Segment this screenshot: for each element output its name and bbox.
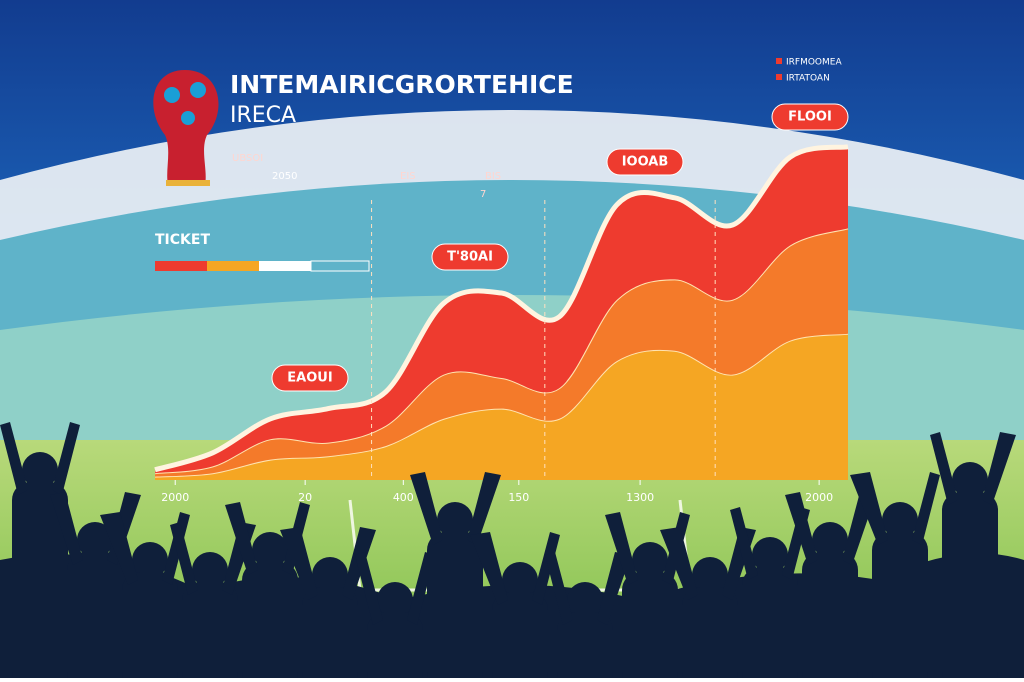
fan-head (502, 562, 538, 598)
fan-body (367, 612, 423, 682)
legend-label: IRFMOOMEA (786, 58, 842, 68)
x-tick-label: 2000 (805, 491, 833, 504)
fan-body (182, 582, 238, 682)
fan-body (802, 552, 858, 682)
fan-head (22, 452, 58, 488)
area (155, 228, 848, 477)
fan-head (437, 502, 473, 538)
fan-body (557, 612, 613, 682)
fan-arms (785, 492, 876, 565)
fan-arms (410, 472, 501, 545)
fan-body (12, 482, 68, 682)
annotation-pill (271, 364, 349, 392)
legend-label: IRTATOAN (786, 74, 830, 84)
fan-body (242, 562, 298, 682)
fan-head (77, 522, 113, 558)
area (155, 146, 848, 474)
fan-arms (545, 552, 631, 625)
fan-head (752, 537, 788, 573)
fan-body (872, 532, 928, 682)
fan-head (952, 462, 988, 498)
ticket-label: TICKET (155, 232, 210, 248)
fan-head (192, 552, 228, 588)
fan-arms (100, 512, 190, 585)
fan-body (427, 532, 483, 682)
logo (153, 70, 219, 186)
fan-arms (470, 532, 560, 605)
annotation-pill (771, 103, 849, 131)
fan-head (252, 532, 288, 568)
area (155, 333, 848, 480)
annotation-pill (431, 243, 509, 271)
fan-body (492, 592, 548, 682)
fan-body (682, 587, 738, 682)
fan-body (302, 587, 358, 682)
fan-head (377, 582, 413, 618)
annotation: T'80AI (447, 250, 493, 265)
stat-text: UBSOI (232, 153, 263, 164)
subtitle: IRECA (230, 103, 296, 128)
annotation: IOOAB (622, 155, 669, 170)
fan-body (742, 567, 798, 682)
fan-head (692, 557, 728, 593)
annotation-pill (606, 148, 684, 176)
fan-arms (930, 432, 1016, 505)
annotation: EAOUI (287, 371, 332, 386)
fan-arms (355, 552, 435, 625)
fan-arms (225, 502, 310, 575)
fan-body (942, 492, 998, 682)
stat-text: 7 (480, 189, 486, 200)
annotation: FLOOI (788, 110, 832, 125)
fan-head (132, 542, 168, 578)
fan-arms (0, 422, 80, 495)
fan-head (312, 557, 348, 593)
x-tick-label: 2000 (161, 491, 189, 504)
fan-arms (850, 472, 940, 545)
fan-head (882, 502, 918, 538)
stat-text: 2050 (272, 171, 297, 182)
x-tick-label: 150 (508, 491, 529, 504)
fan-head (567, 582, 603, 618)
fan-arms (730, 507, 810, 580)
crowd (0, 422, 1024, 682)
fan-arms (660, 527, 756, 600)
x-tick-label: 400 (393, 491, 414, 504)
title: INTEMAIRICGRORTEHICE (230, 70, 574, 99)
fan-arms (605, 512, 690, 585)
fan-arms (170, 522, 256, 595)
fan-arms (280, 527, 376, 600)
fan-head (812, 522, 848, 558)
fan-body (622, 572, 678, 682)
ticket-bar (155, 260, 370, 272)
x-tick-label: 20 (298, 491, 312, 504)
area-edge (154, 144, 849, 473)
legend-swatch (776, 74, 782, 80)
fan-body (122, 572, 178, 682)
stat-text: BIS (485, 171, 501, 182)
x-tick-label: 1300 (626, 491, 654, 504)
legend-swatch (776, 58, 782, 64)
fan-body (67, 552, 123, 682)
stat-text: EIS (400, 171, 416, 182)
fan-head (632, 542, 668, 578)
